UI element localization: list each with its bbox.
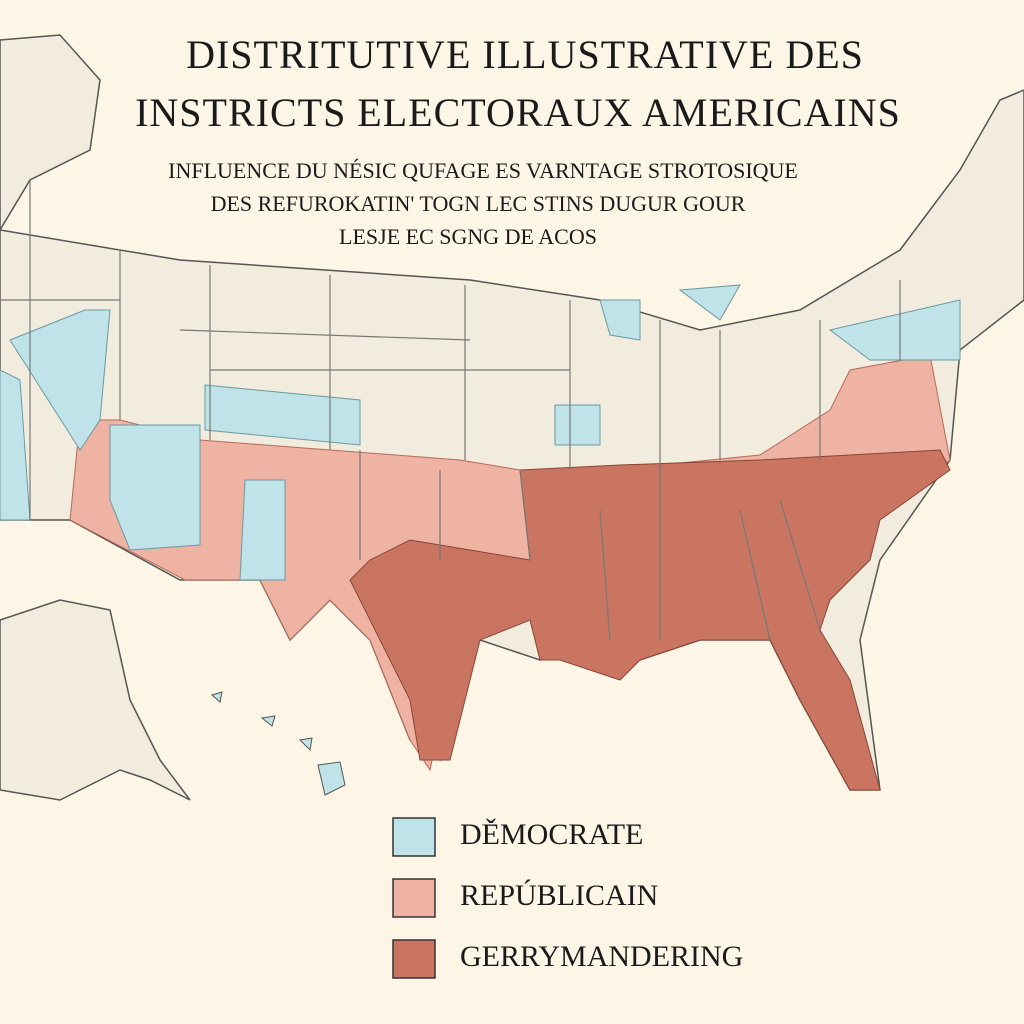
island — [317, 761, 346, 796]
subtitle-line: LESJE EC SGNG DE ACOS — [339, 224, 597, 249]
democrat-region — [204, 384, 361, 446]
legend-label: REPÚBLICAIN — [460, 879, 658, 912]
island — [210, 691, 223, 703]
democrat-region — [599, 299, 641, 341]
subtitle-line: INFLUENCE DU NÉSIC QUFAGE ES VARNTAGE ST… — [168, 158, 798, 183]
legend-swatch — [392, 878, 436, 918]
legend-swatch — [392, 817, 436, 857]
subtitle-line: DES REFUROKATIN' TOGN LEC STINS DUGUR GO… — [211, 191, 746, 216]
democrat-region — [239, 479, 286, 581]
title-line: DISTRITUTIVE ILLUSTRATIVE DES — [186, 32, 864, 77]
democrat-region — [109, 424, 201, 551]
democrat-region — [828, 299, 961, 361]
democrat-regions — [0, 284, 961, 581]
island — [298, 737, 313, 752]
gerrymandering-region — [349, 449, 951, 791]
legend-swatch — [392, 939, 436, 979]
hawaii — [210, 691, 346, 796]
democrat-region — [554, 404, 601, 446]
state-borders — [0, 180, 901, 641]
alaska — [0, 599, 191, 801]
legend-label: GERRYMANDERING — [460, 940, 743, 973]
democrat-region — [678, 284, 741, 321]
legend-label: DĚMOCRATE — [460, 818, 643, 851]
island — [260, 715, 276, 727]
legend: DĚMOCRATE REPÚBLICAIN GERRYMANDERING — [392, 817, 743, 979]
title-line: INSTRICTS ELECTORAUX AMERICAINS — [135, 90, 901, 135]
democrat-region — [9, 309, 111, 451]
